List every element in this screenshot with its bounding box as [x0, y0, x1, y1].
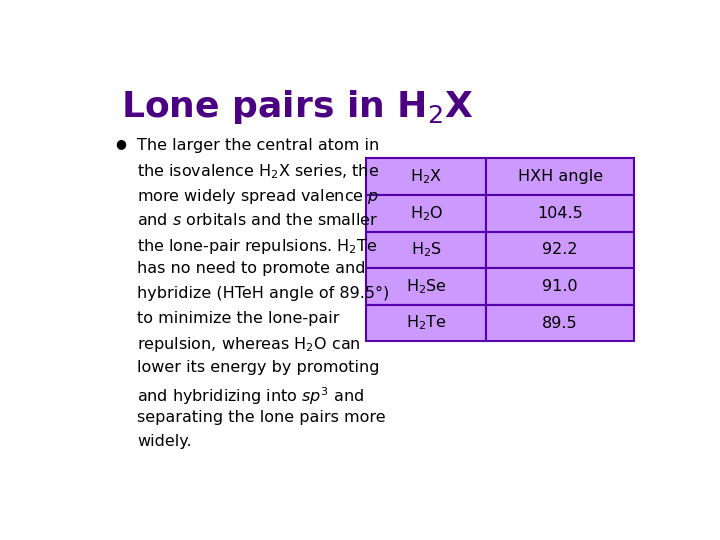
Text: H$_2$Te: H$_2$Te: [406, 314, 446, 332]
FancyBboxPatch shape: [486, 305, 634, 341]
Text: The larger the central atom in: The larger the central atom in: [138, 138, 379, 153]
Text: lower its energy by promoting: lower its energy by promoting: [138, 360, 380, 375]
Text: 91.0: 91.0: [542, 279, 578, 294]
Text: H$_2$S: H$_2$S: [410, 240, 441, 259]
Text: HXH angle: HXH angle: [518, 169, 603, 184]
FancyBboxPatch shape: [366, 268, 486, 305]
Text: the lone-pair repulsions. H$_2$Te: the lone-pair repulsions. H$_2$Te: [138, 237, 378, 255]
Text: repulsion, whereas H$_2$O can: repulsion, whereas H$_2$O can: [138, 335, 361, 354]
Text: more widely spread valence $p$: more widely spread valence $p$: [138, 187, 379, 206]
Text: has no need to promote and: has no need to promote and: [138, 261, 366, 276]
Text: separating the lone pairs more: separating the lone pairs more: [138, 410, 386, 424]
FancyBboxPatch shape: [366, 195, 486, 232]
FancyBboxPatch shape: [486, 158, 634, 195]
FancyBboxPatch shape: [486, 195, 634, 232]
Text: H$_2$X: H$_2$X: [410, 167, 442, 186]
Text: hybridize (HTeH angle of 89.5°): hybridize (HTeH angle of 89.5°): [138, 286, 390, 301]
FancyBboxPatch shape: [366, 158, 486, 195]
Text: widely.: widely.: [138, 435, 192, 449]
Text: the isovalence H$_2$X series, the: the isovalence H$_2$X series, the: [138, 163, 379, 181]
Text: and $s$ orbitals and the smaller: and $s$ orbitals and the smaller: [138, 212, 379, 228]
Text: to minimize the lone-pair: to minimize the lone-pair: [138, 310, 340, 326]
Text: H$_2$O: H$_2$O: [410, 204, 443, 222]
Text: Lone pairs in H$_2$X: Lone pairs in H$_2$X: [121, 87, 473, 126]
Text: 89.5: 89.5: [542, 315, 578, 330]
FancyBboxPatch shape: [366, 232, 486, 268]
FancyBboxPatch shape: [366, 305, 486, 341]
FancyBboxPatch shape: [486, 232, 634, 268]
FancyBboxPatch shape: [486, 268, 634, 305]
Text: H$_2$Se: H$_2$Se: [406, 277, 446, 296]
Text: and hybridizing into $sp^3$ and: and hybridizing into $sp^3$ and: [138, 385, 364, 407]
Text: 92.2: 92.2: [542, 242, 578, 258]
Text: 104.5: 104.5: [537, 206, 583, 221]
Text: ●: ●: [115, 138, 126, 151]
